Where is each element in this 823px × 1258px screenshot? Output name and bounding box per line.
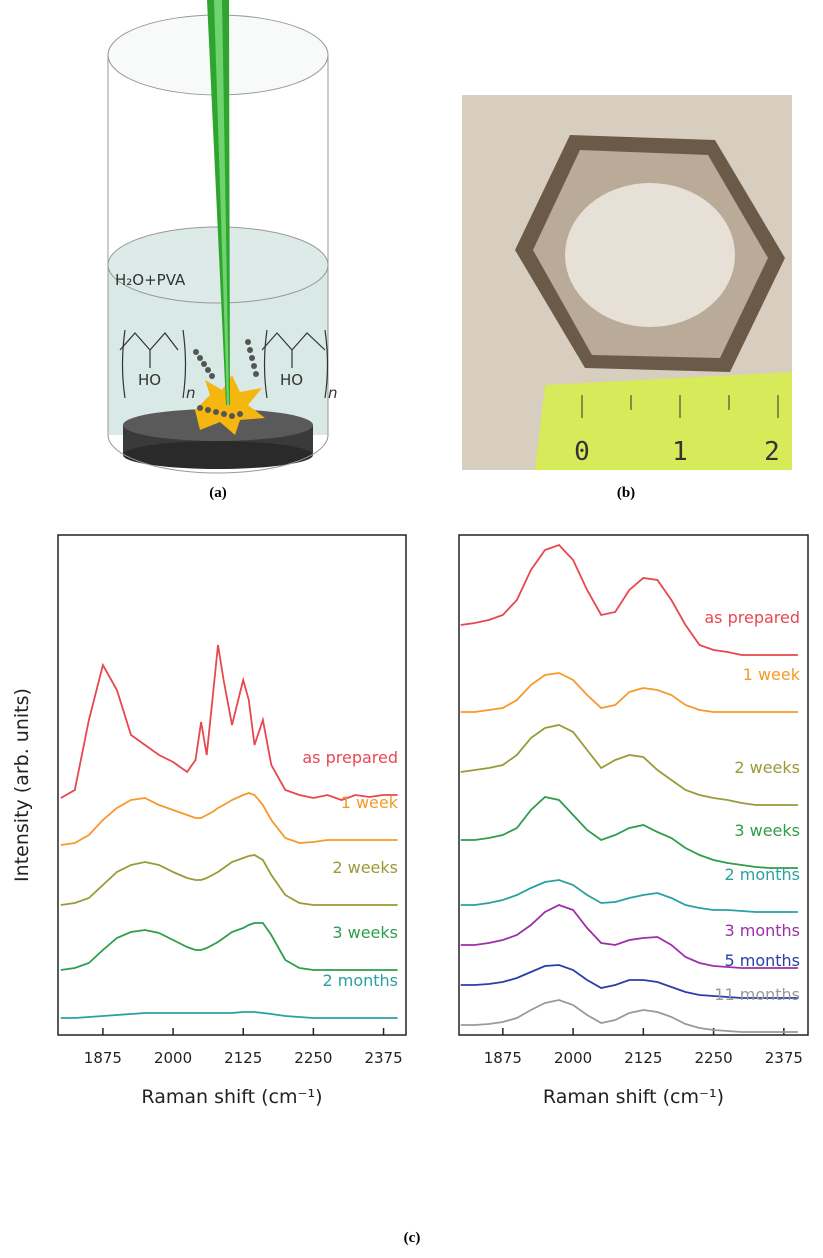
spectrum — [461, 545, 798, 655]
series-label: 11 months — [714, 985, 800, 1004]
formula-subscript: n — [328, 384, 338, 402]
schematic: H₂O+PVA HO n HO n — [108, 0, 338, 473]
series-label: 2 weeks — [332, 858, 398, 877]
x-tick-label: 2375 — [364, 1049, 402, 1067]
x-tick-label: 2125 — [224, 1049, 262, 1067]
series-label: 3 months — [724, 921, 800, 940]
series-label: 2 months — [322, 971, 398, 990]
series-label: 2 months — [724, 865, 800, 884]
series-label: 2 weeks — [734, 758, 800, 777]
x-tick-label: 2250 — [294, 1049, 332, 1067]
series-label: 5 months — [724, 951, 800, 970]
series-label: 1 week — [743, 665, 801, 684]
formula-group: HO — [280, 371, 303, 389]
ruler-label: 2 — [764, 437, 780, 467]
x-axis-title: Raman shift (cm⁻¹) — [141, 1086, 322, 1108]
series-label: as prepared — [302, 748, 398, 767]
x-tick-label: 2000 — [554, 1049, 592, 1067]
x-tick-label: 2250 — [694, 1049, 732, 1067]
spectrum — [61, 645, 398, 800]
formula-subscript: n — [186, 384, 196, 402]
spectrum — [461, 1000, 798, 1032]
x-tick-label: 2375 — [765, 1049, 803, 1067]
liquid-surface — [108, 227, 328, 303]
solution-label: H₂O+PVA — [115, 271, 186, 289]
caption: (a) — [209, 485, 227, 501]
x-tick-label: 1875 — [84, 1049, 122, 1067]
series-label: 3 weeks — [734, 821, 800, 840]
x-tick-label: 2000 — [154, 1049, 192, 1067]
series-label: 1 week — [341, 793, 399, 812]
x-axis-title: Raman shift (cm⁻¹) — [543, 1086, 724, 1108]
figure: H₂O+PVA HO n HO n (a) 0 1 2 (b) (c) 1875… — [0, 0, 823, 1258]
y-axis-title: Intensity (arb. units) — [11, 688, 33, 882]
caption: (b) — [617, 485, 635, 501]
plot-frame — [58, 535, 406, 1035]
formula-group: HO — [138, 371, 161, 389]
x-tick-label: 2125 — [624, 1049, 662, 1067]
series-label: as prepared — [704, 608, 800, 627]
caption: (c) — [404, 1230, 421, 1246]
series-label: 3 weeks — [332, 923, 398, 942]
ruler-label: 0 — [574, 437, 590, 467]
spectrum — [461, 880, 798, 912]
sample-center — [565, 183, 735, 327]
x-tick-label: 1875 — [484, 1049, 522, 1067]
ruler-label: 1 — [672, 437, 688, 467]
spectrum — [61, 1012, 398, 1018]
photo: 0 1 2 — [462, 95, 792, 470]
